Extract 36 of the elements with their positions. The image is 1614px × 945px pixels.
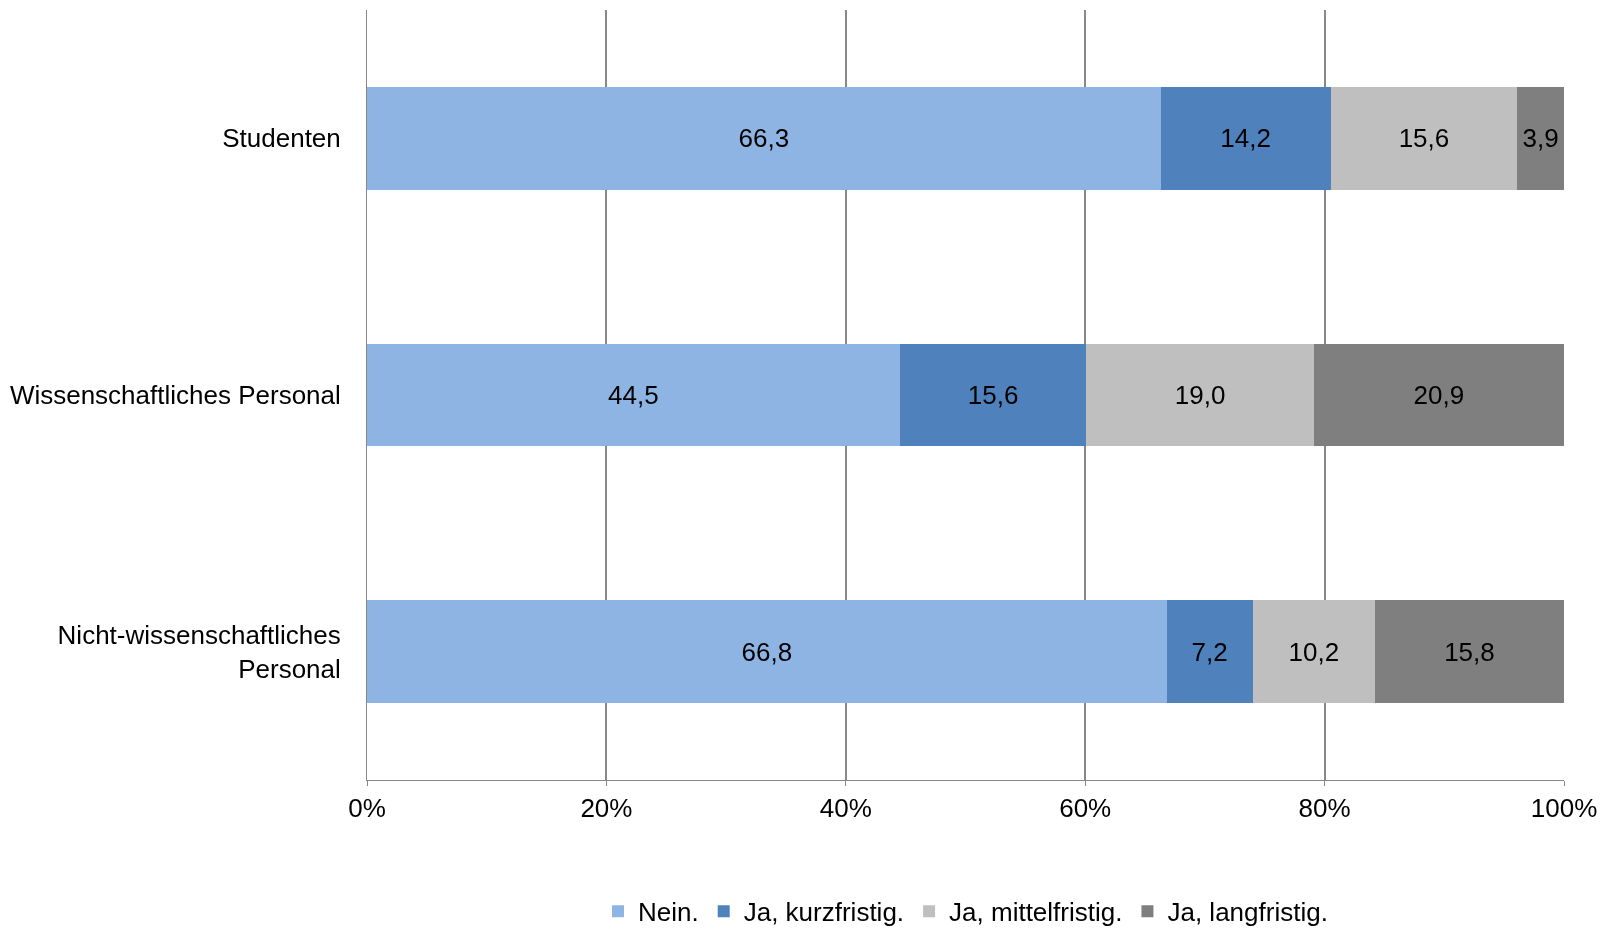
data-label: 7,2 bbox=[1191, 636, 1228, 667]
x-tick-label: 100% bbox=[1530, 793, 1598, 824]
bar bbox=[1252, 600, 1375, 703]
bar bbox=[367, 600, 1167, 703]
x-tick-label: 40% bbox=[819, 793, 872, 824]
x-tick-label: 0% bbox=[348, 793, 386, 824]
data-label: 3,9 bbox=[1522, 123, 1559, 154]
legend-label: Ja, mittelfristig. bbox=[949, 897, 1123, 928]
x-tick-label: 80% bbox=[1298, 793, 1351, 824]
x-tick-label: 60% bbox=[1059, 793, 1112, 824]
y-tick-label: Studenten bbox=[222, 123, 341, 154]
bar bbox=[367, 343, 900, 447]
data-label: 44,5 bbox=[608, 380, 659, 410]
bar bbox=[1086, 343, 1314, 447]
y-tick-label: Nicht-wissenschaftliches Personal bbox=[57, 619, 341, 684]
legend-label: Ja, kurzfristig. bbox=[743, 897, 905, 928]
data-label: 15,8 bbox=[1444, 636, 1495, 667]
y-tick-label: Wissenschaftliches Personal bbox=[9, 380, 341, 411]
x-tick-label: 20% bbox=[580, 793, 633, 824]
data-label: 15,6 bbox=[967, 380, 1019, 410]
bar bbox=[1160, 87, 1331, 190]
bar bbox=[1330, 87, 1518, 190]
bar bbox=[1517, 87, 1564, 190]
bar bbox=[367, 87, 1161, 190]
data-label: 20,9 bbox=[1413, 380, 1465, 410]
bar bbox=[1374, 600, 1564, 703]
bar bbox=[1166, 600, 1253, 703]
data-label: 15,6 bbox=[1398, 123, 1450, 154]
legend-label: Nein. bbox=[638, 897, 699, 928]
bar bbox=[899, 343, 1087, 447]
data-label: 19,0 bbox=[1174, 380, 1226, 410]
legend-label: Ja, langfristig. bbox=[1167, 897, 1328, 928]
data-label: 10,2 bbox=[1288, 636, 1340, 667]
data-label: 14,2 bbox=[1220, 123, 1271, 154]
data-label: 66,8 bbox=[741, 636, 793, 667]
data-label: 66,3 bbox=[738, 123, 790, 154]
